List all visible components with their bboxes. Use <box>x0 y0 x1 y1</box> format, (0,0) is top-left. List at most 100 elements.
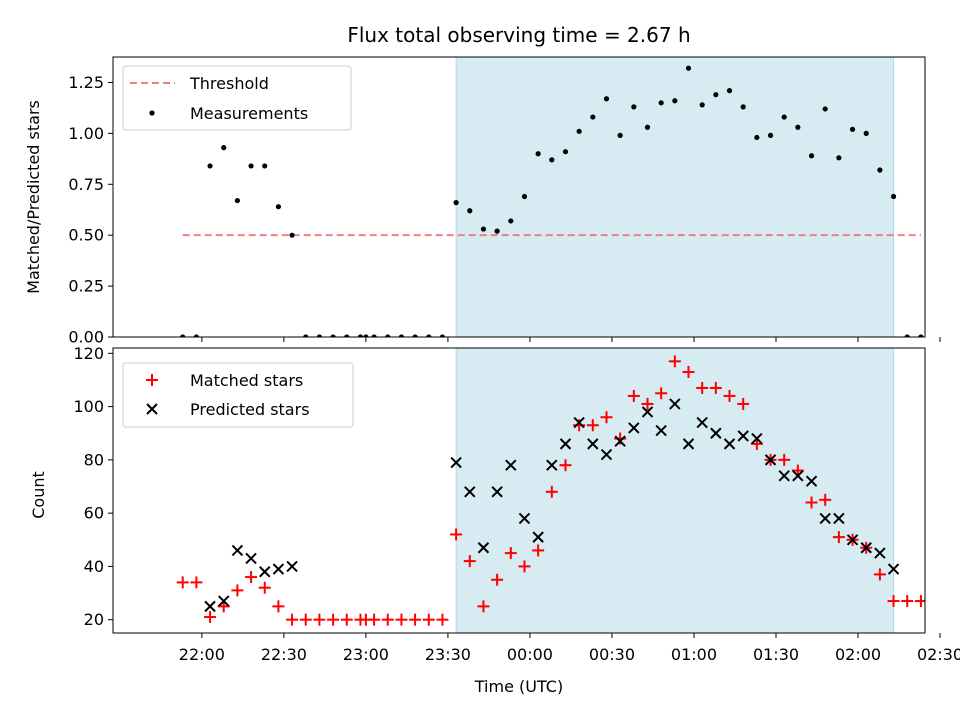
predicted-stars-point <box>272 563 285 575</box>
predicted-stars-point <box>231 544 244 557</box>
measurement-point <box>289 232 295 238</box>
x-tick-label: 23:30 <box>425 645 471 664</box>
measurement-point <box>357 334 364 337</box>
top-y-tick-label: 0.25 <box>68 277 104 296</box>
legend-threshold-label: Threshold <box>189 74 269 93</box>
measurement-point <box>521 193 528 200</box>
top-y-tick-label: 1.25 <box>68 73 104 92</box>
x-tick-label: 00:00 <box>507 645 553 664</box>
predicted-stars-point <box>204 600 216 613</box>
measurement-point <box>439 334 446 337</box>
predicted-stars-point <box>245 552 257 565</box>
predicted-stars-point <box>778 470 790 482</box>
measurement-point <box>426 334 432 337</box>
matched-stars-point <box>873 568 886 581</box>
matched-stars-point <box>231 584 244 597</box>
bottom-axes-frame <box>112 347 926 634</box>
measurement-point <box>303 334 309 337</box>
measurement-point <box>330 334 336 337</box>
measurement-point <box>603 96 610 102</box>
matched-stars-point <box>436 613 449 626</box>
predicted-stars-point <box>737 430 749 442</box>
measurement-point <box>685 65 692 71</box>
predicted-stars-point <box>805 475 818 487</box>
matched-stars-point <box>532 544 545 557</box>
measurement-point <box>275 204 282 210</box>
bottom-y-tick-label: 120 <box>73 344 104 363</box>
predicted-stars-point <box>573 416 585 429</box>
predicted-stars-point <box>518 512 531 525</box>
predicted-stars-point <box>860 542 872 554</box>
predicted-stars-point <box>218 595 230 607</box>
measurement-point <box>412 334 418 337</box>
predicted-stars-point <box>477 542 490 554</box>
predicted-stars-point <box>655 424 667 437</box>
matched-stars-point <box>477 600 490 613</box>
measurement-point <box>371 334 377 337</box>
matched-stars-point <box>723 389 736 402</box>
measurement-point <box>767 132 774 138</box>
predicted-stars-point <box>450 456 462 469</box>
top-y-axis-label: Matched/Predicted stars <box>24 100 43 294</box>
measurement-point <box>549 157 555 163</box>
measurement-point <box>617 132 623 138</box>
matched-stars-point <box>819 493 832 506</box>
matched-stars-point <box>245 571 258 584</box>
matched-stars-point <box>518 560 531 573</box>
measurement-point <box>590 114 596 120</box>
measurement-point <box>248 163 254 169</box>
x-tick-label: 01:00 <box>671 645 717 664</box>
measurement-point <box>316 334 323 337</box>
matched-stars-point <box>299 613 312 626</box>
measurement-point <box>262 163 268 169</box>
bottom-legend: Matched stars Predicted stars <box>122 362 354 428</box>
predicted-stars-point <box>669 398 681 410</box>
matched-stars-point <box>627 389 640 402</box>
measurement-point <box>822 106 828 112</box>
x-axis-label: Time (UTC) <box>474 677 563 696</box>
matched-stars-point <box>682 365 695 378</box>
matched-stars-point <box>668 355 681 368</box>
measurement-point <box>363 334 369 337</box>
matched-stars-point <box>450 528 463 541</box>
measurement-point <box>385 334 391 337</box>
predicted-stars-point <box>764 454 777 466</box>
top-y-tick-label: 1.00 <box>68 124 104 143</box>
predicted-stars-point <box>559 438 572 450</box>
measurement-point <box>494 228 500 234</box>
measurement-point <box>699 102 705 108</box>
legend-matched-swatch <box>146 374 158 386</box>
chart-title: Flux total observing time = 2.67 h <box>347 23 690 47</box>
predicted-stars-point <box>792 470 804 482</box>
measurement-point <box>221 145 227 151</box>
bottom-y-tick-label: 80 <box>84 450 104 469</box>
matched-stars-point <box>778 453 791 466</box>
matched-stars-point <box>272 600 285 613</box>
bottom-legend-box <box>122 362 354 428</box>
matched-stars-point <box>463 555 476 568</box>
matched-stars-point <box>805 496 818 509</box>
measurement-point <box>836 155 842 161</box>
measurement-point <box>795 124 801 130</box>
top-legend-box <box>122 65 352 131</box>
matched-stars-point <box>286 613 299 626</box>
matched-stars-point <box>737 397 750 410</box>
measurement-point <box>180 334 186 337</box>
matched-stars-point <box>327 613 340 626</box>
measurement-point <box>453 200 459 206</box>
bottom-y-axis-label: Count <box>29 471 48 519</box>
matched-stars-point <box>709 381 722 394</box>
measurement-point <box>644 124 651 130</box>
matched-stars-point <box>491 573 504 586</box>
predicted-stars-point <box>723 438 736 450</box>
bottom-observing-span <box>455 347 895 634</box>
x-tick-label: 02:00 <box>835 645 881 664</box>
x-tick-label: 22:30 <box>261 645 307 664</box>
top-y-tick-label: 0.00 <box>68 328 104 347</box>
measurement-point <box>508 218 514 224</box>
measurement-point <box>672 98 678 104</box>
top-plot-panel: 0.00 0.25 0.50 0.75 1.00 1.25 <box>68 56 941 347</box>
measurement-point <box>877 167 883 173</box>
x-tick-label: 01:30 <box>753 645 799 664</box>
